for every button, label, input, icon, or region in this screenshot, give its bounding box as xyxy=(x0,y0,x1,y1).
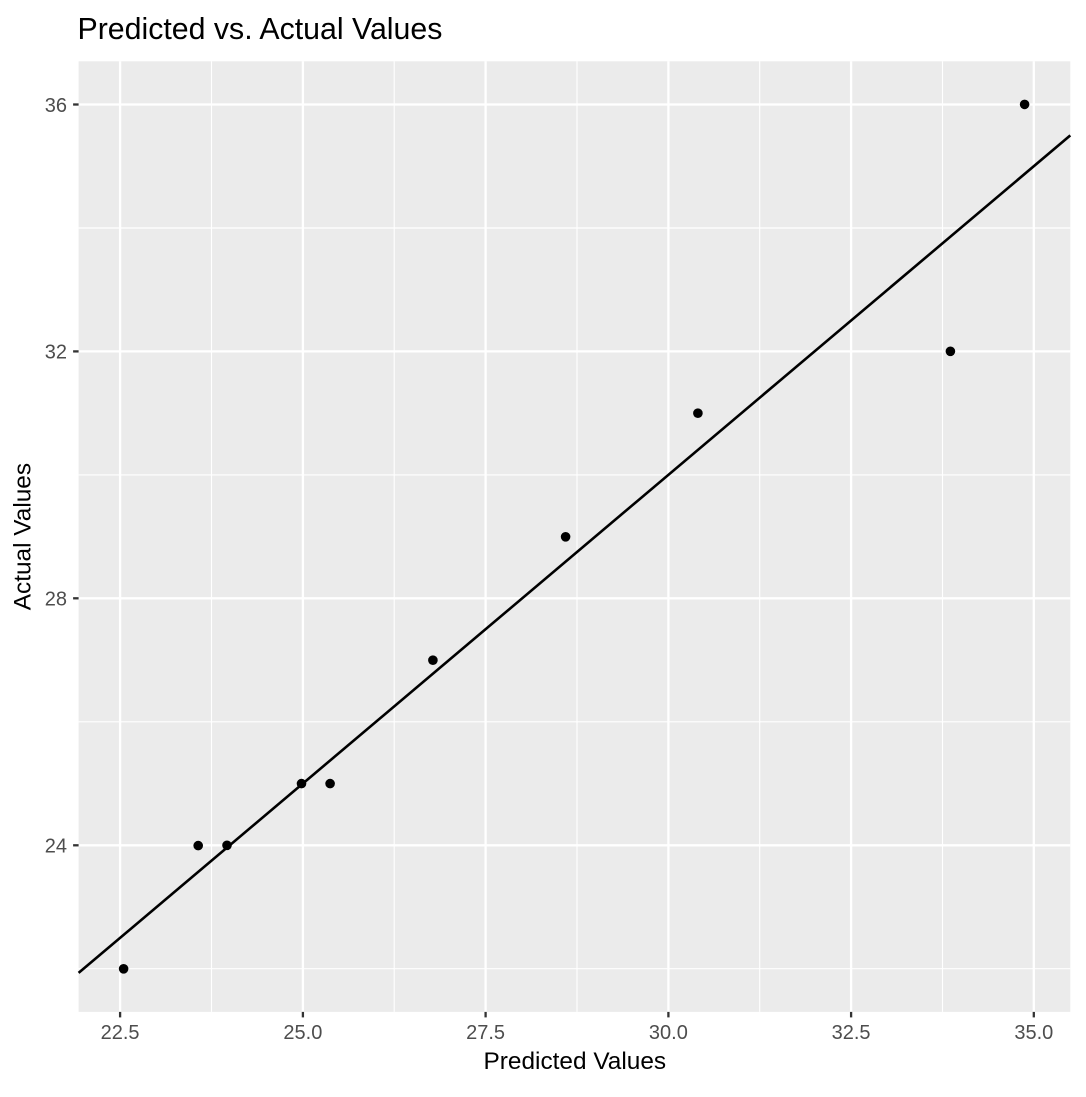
svg-text:Predicted Values: Predicted Values xyxy=(484,1048,667,1075)
svg-text:30.0: 30.0 xyxy=(649,1022,688,1044)
svg-text:24: 24 xyxy=(45,836,67,858)
svg-text:32.5: 32.5 xyxy=(832,1022,871,1044)
svg-text:28: 28 xyxy=(45,589,67,611)
svg-text:36: 36 xyxy=(45,95,67,117)
svg-text:25.0: 25.0 xyxy=(283,1022,322,1044)
svg-text:Predicted vs. Actual Values: Predicted vs. Actual Values xyxy=(78,13,443,46)
svg-text:35.0: 35.0 xyxy=(1014,1022,1053,1044)
svg-text:Actual Values: Actual Values xyxy=(10,463,37,610)
svg-text:32: 32 xyxy=(45,342,67,364)
svg-text:27.5: 27.5 xyxy=(466,1022,505,1044)
svg-text:22.5: 22.5 xyxy=(101,1022,140,1044)
